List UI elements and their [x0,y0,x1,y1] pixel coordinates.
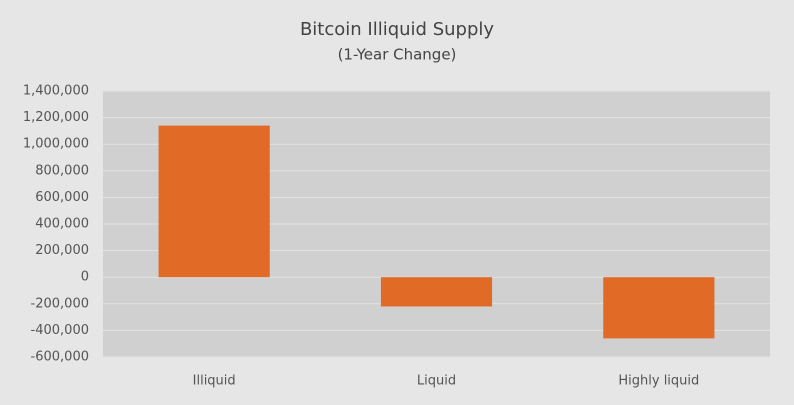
x-tick-label: Illiquid [193,374,236,389]
y-tick-label: 400,000 [35,217,89,232]
y-tick-label: 600,000 [35,190,89,205]
y-tick-label: 1,000,000 [23,137,89,152]
y-tick-label: 800,000 [35,163,89,178]
bar [158,125,270,278]
y-tick-label: -200,000 [31,296,89,311]
y-tick-label: 1,200,000 [23,110,89,125]
y-tick-label: 200,000 [35,243,89,258]
y-tick-label: -600,000 [31,350,89,365]
y-tick-label: 0 [81,270,89,285]
y-tick-label: -400,000 [31,323,89,338]
bar [380,277,493,307]
bar [603,277,715,339]
x-tick-label: Liquid [417,374,456,389]
y-tick-label: 1,400,000 [23,84,89,99]
chart-title: Bitcoin Illiquid Supply [300,19,494,40]
chart-subtitle: (1-Year Change) [338,46,457,64]
x-tick-label: Highly liquid [618,374,699,389]
